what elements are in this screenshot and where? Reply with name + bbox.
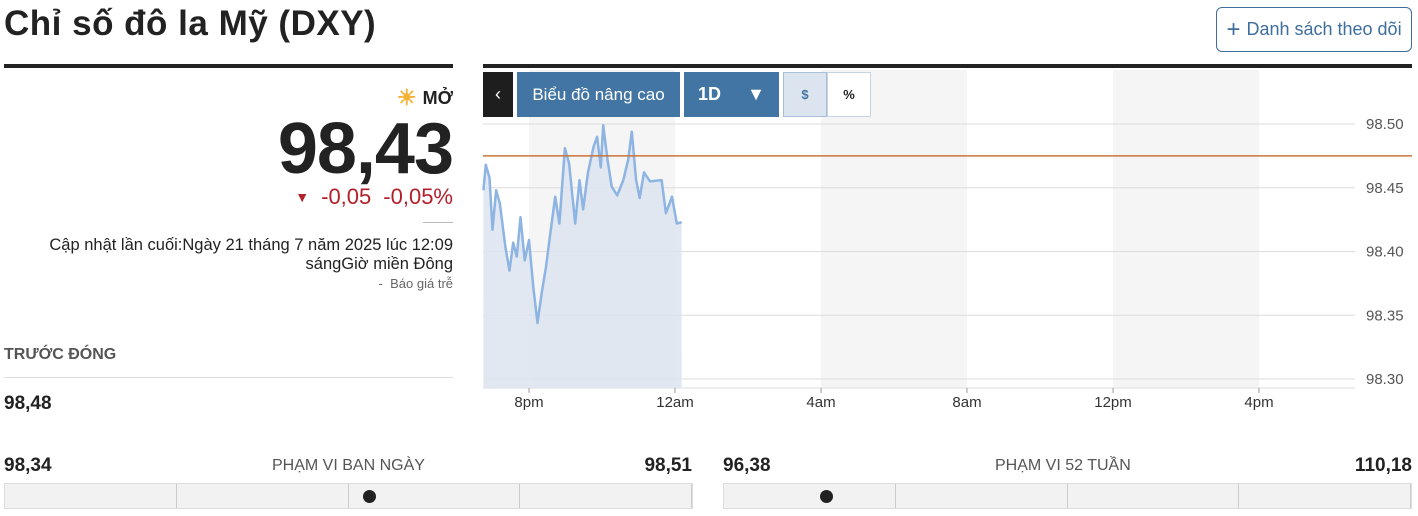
caret-down-icon: ▼ — [747, 84, 765, 104]
x-tick-label: 8am — [952, 394, 981, 411]
range-marker — [820, 490, 834, 503]
day-range-bar — [4, 483, 693, 509]
y-tick-label: 98.40 — [1366, 244, 1404, 261]
session-band — [1113, 70, 1259, 388]
y-tick-label: 98.50 — [1366, 116, 1404, 133]
watchlist-label: Danh sách theo dõi — [1246, 19, 1402, 39]
week52-range-bar — [723, 483, 1412, 509]
week52-range-low: 96,38 — [723, 455, 771, 476]
change-percent: -0,05% — [383, 184, 453, 209]
page-title: Chỉ số đô la Mỹ (DXY) — [4, 4, 377, 43]
day-range-low: 98,34 — [4, 455, 52, 476]
delay-label: Báo giá trễ — [390, 276, 453, 291]
price-area — [483, 125, 682, 389]
week52-range-high: 110,18 — [1354, 455, 1412, 476]
prev-close-label: TRƯỚC ĐÓNG — [4, 346, 117, 363]
y-tick-label: 98.45 — [1366, 180, 1404, 197]
change-value: -0,05 — [321, 184, 372, 209]
week52-range-label: PHẠM VI 52 TUẦN — [995, 457, 1131, 474]
x-tick-label: 12am — [656, 394, 694, 411]
x-tick-label: 12pm — [1094, 394, 1132, 411]
y-tick-label: 98.35 — [1366, 307, 1404, 324]
session-band — [821, 70, 967, 388]
prev-close-value: 98,48 — [4, 393, 52, 414]
advanced-chart-button[interactable]: Biểu đồ nâng cao — [517, 72, 680, 117]
last-updated: Cập nhật lần cuối:Ngày 21 tháng 7 năm 20… — [13, 236, 453, 274]
period-dropdown[interactable]: 1D ▼ — [684, 72, 779, 117]
divider — [4, 377, 453, 378]
price: 98,43 — [277, 109, 454, 189]
chevron-left-icon: ‹ — [495, 84, 501, 104]
dollar-toggle[interactable]: $ — [783, 72, 827, 117]
divider — [4, 64, 453, 68]
price-line — [482, 124, 683, 325]
percent-toggle[interactable]: % — [827, 72, 871, 117]
price-change: ▼ -0,05 -0,05% — [295, 184, 453, 210]
range-marker — [362, 490, 376, 503]
day-range-label: PHẠM VI BAN NGÀY — [272, 457, 425, 474]
caret-down-icon: ▼ — [295, 189, 310, 205]
status-label: MỞ — [422, 87, 453, 108]
updated-line: sángGiờ miền Đông — [305, 255, 453, 273]
period-value: 1D — [698, 84, 722, 104]
plus-icon: + — [1226, 15, 1241, 43]
divider — [423, 222, 453, 223]
x-tick-label: 4am — [806, 394, 835, 411]
sun-icon: ☀ — [396, 85, 417, 110]
x-tick-label: 8pm — [514, 394, 543, 411]
market-status: ☀ MỞ — [397, 85, 453, 111]
x-tick-label: 4pm — [1244, 394, 1273, 411]
delay-dash: - — [378, 276, 383, 291]
watchlist-button[interactable]: + Danh sách theo dõi — [1216, 7, 1412, 52]
delay-note: - Báo giá trễ — [379, 276, 453, 291]
price-chart[interactable]: 98.50 98.45 98.40 98.35 98.30 8pm 12am 4am 8am 12… — [0, 0, 1418, 420]
day-range-high: 98,51 — [644, 455, 692, 476]
divider — [483, 64, 1412, 68]
collapse-button[interactable]: ‹ — [483, 72, 513, 117]
y-tick-label: 98.30 — [1366, 371, 1404, 388]
updated-line: Cập nhật lần cuối:Ngày 21 tháng 7 năm 20… — [49, 236, 453, 254]
